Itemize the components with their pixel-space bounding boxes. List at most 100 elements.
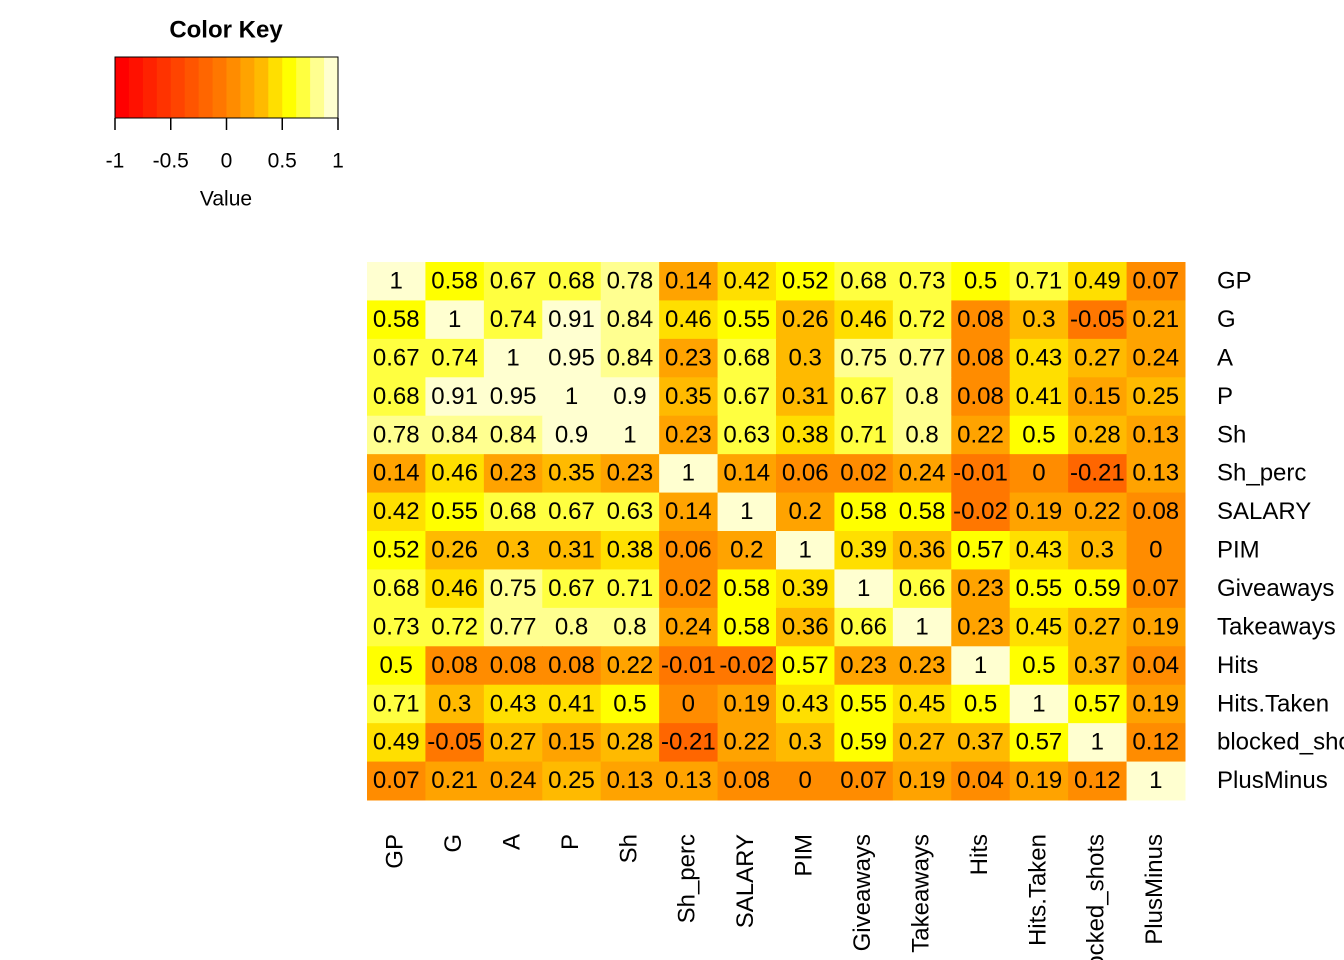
cell-label: 0.22 (957, 421, 1004, 448)
cell (1009, 415, 1069, 455)
cell-label: 0.9 (613, 383, 646, 410)
cell-label: 0.42 (723, 268, 770, 295)
key-bin (212, 57, 227, 118)
cell (834, 761, 894, 801)
cell-label: 0.68 (373, 575, 420, 602)
cell-label: 0.49 (1074, 268, 1121, 295)
cell-label: 0.55 (723, 306, 770, 333)
cell-label: 0.8 (613, 613, 646, 640)
cell-label: 0.23 (899, 652, 946, 679)
cell (717, 761, 777, 801)
row-label: GP (1217, 268, 1252, 295)
cell-label: 0.38 (607, 537, 654, 564)
cell-label: 0.08 (1132, 498, 1179, 525)
cell-label: 0.23 (957, 575, 1004, 602)
cell (1126, 492, 1186, 532)
cell (659, 415, 719, 455)
cell (542, 377, 602, 417)
cell-label: 0.59 (840, 729, 887, 756)
cell (1068, 300, 1128, 340)
cell-label: 0.27 (490, 729, 537, 756)
cell-label: 1 (857, 575, 870, 602)
cell (951, 415, 1011, 455)
cell-label: 0.58 (840, 498, 887, 525)
cell (834, 300, 894, 340)
cell (483, 454, 543, 494)
cell-label: 0.07 (1132, 575, 1179, 602)
cell (1126, 338, 1186, 378)
cell-label: 0.71 (607, 575, 654, 602)
cell (1068, 454, 1128, 494)
cell-label: 0.84 (607, 344, 654, 371)
cell-label: 0.78 (373, 421, 420, 448)
cell-label: 0.63 (607, 498, 654, 525)
cell (483, 723, 543, 763)
cell (542, 454, 602, 494)
cell-label: 0.68 (548, 268, 595, 295)
cell-label: 0.46 (665, 306, 712, 333)
cell (892, 415, 952, 455)
row-label: Hits.Taken (1217, 690, 1329, 717)
cell (367, 262, 426, 301)
row-label: Giveaways (1217, 575, 1334, 602)
cell (1009, 723, 1069, 763)
cell (951, 454, 1011, 494)
key-bin (115, 57, 130, 118)
cell-label: 0.12 (1132, 729, 1179, 756)
cell (1068, 646, 1128, 686)
cell-label: 0.95 (490, 383, 537, 410)
cell-label: 0.28 (607, 729, 654, 756)
cell (425, 646, 485, 686)
cell-label: 0.08 (957, 383, 1004, 410)
cell-label: 0.3 (496, 537, 529, 564)
cell-label: 0.31 (782, 383, 829, 410)
cell (951, 492, 1011, 532)
cell (542, 684, 602, 724)
cell (776, 531, 835, 570)
cell (542, 723, 602, 763)
cell-label: 1 (506, 344, 519, 371)
cell (483, 684, 543, 724)
cell-label: 0.5 (1022, 652, 1055, 679)
cell (600, 377, 660, 417)
cell (425, 684, 485, 724)
cell (600, 761, 660, 801)
cell (659, 646, 719, 686)
cell (600, 646, 660, 686)
cell (1126, 415, 1186, 455)
cell (776, 492, 835, 532)
cell (367, 684, 426, 724)
cell (892, 684, 952, 724)
cell-label: 0.43 (1016, 344, 1063, 371)
cell (600, 569, 660, 609)
cell-label: 0.55 (431, 498, 478, 525)
cell (717, 415, 777, 455)
cell (483, 531, 543, 570)
cell-label: 1 (1091, 729, 1104, 756)
cell (834, 607, 894, 647)
key-tick-label: 0 (221, 150, 233, 173)
cell (892, 607, 952, 647)
cell-label: 0.55 (1016, 575, 1063, 602)
row-label: A (1217, 344, 1233, 371)
column-label: blocked_shots (1083, 834, 1110, 960)
column-label: Giveaways (849, 834, 876, 951)
cell (717, 646, 777, 686)
cell-label: 0.08 (957, 306, 1004, 333)
cell-label: 0.26 (782, 306, 829, 333)
cell-label: 0.25 (1132, 383, 1179, 410)
cell (425, 454, 485, 494)
cell (1009, 761, 1069, 801)
cell-label: 0.14 (723, 460, 770, 487)
cell-label: 0.28 (1074, 421, 1121, 448)
cell (483, 300, 543, 340)
cell (425, 262, 485, 301)
cell (1009, 607, 1069, 647)
cell-label: 0.02 (840, 460, 887, 487)
cell (659, 607, 719, 647)
cell (717, 684, 777, 724)
cell (1068, 761, 1128, 801)
cell (776, 262, 835, 301)
cell-label: 0.67 (723, 383, 770, 410)
